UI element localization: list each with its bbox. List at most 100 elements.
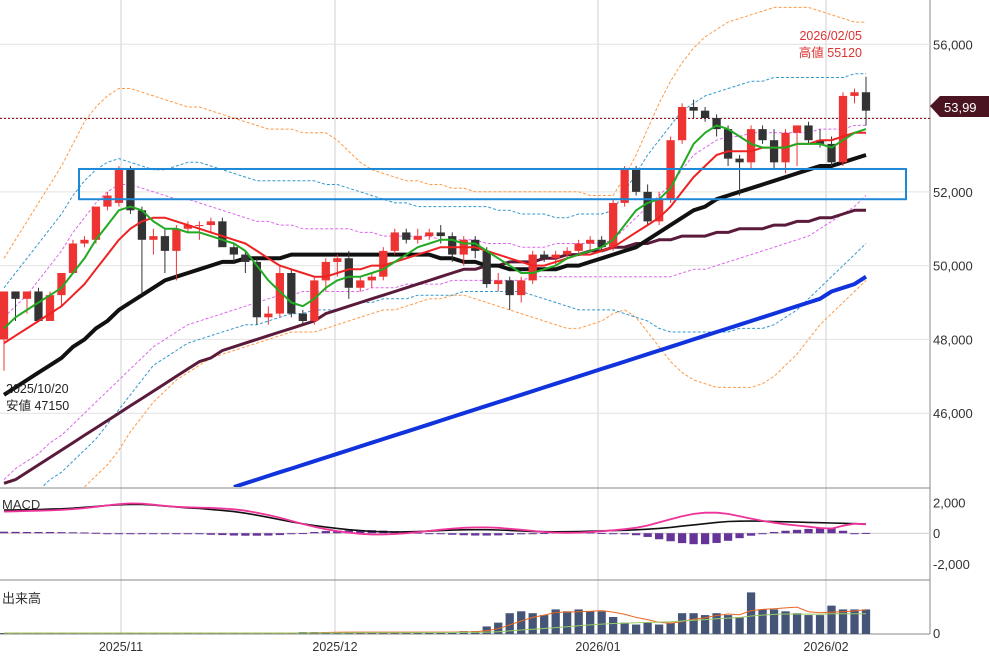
macd-histogram-bar [298, 533, 307, 535]
volume-bar [448, 632, 457, 634]
candle [379, 250, 388, 277]
candle [758, 129, 767, 141]
macd-histogram-bar [654, 533, 664, 540]
ma-longer-line [3, 208, 866, 485]
macd-histogram-bar [91, 532, 101, 534]
volume-bar [804, 615, 813, 634]
macd-histogram-bar [287, 533, 296, 535]
volume-bar [563, 611, 572, 634]
candle [321, 261, 330, 281]
macd-histogram-bar [425, 533, 434, 535]
candle [425, 232, 434, 237]
macd-histogram-bar [34, 531, 43, 534]
volume-bar [735, 616, 744, 634]
candle [68, 243, 78, 274]
band1-lower-line [3, 195, 867, 480]
macd-histogram-bar [436, 533, 445, 535]
candle [528, 254, 537, 281]
macd-histogram-bar [126, 533, 135, 535]
current-price-tag [930, 96, 989, 117]
low-date-annotation: 2025/10/20 [6, 382, 69, 396]
volume-panel [0, 592, 871, 634]
volume-bar [815, 615, 825, 634]
candle [609, 202, 618, 248]
macd-histogram-bar [137, 533, 147, 535]
volume-bar [609, 616, 618, 634]
axes: 46,000 48,000 50,000 52,000 56,000 2025/11 202… [99, 37, 973, 654]
candle [563, 250, 572, 255]
volume-bar [792, 613, 802, 634]
candle [241, 254, 250, 262]
macd-histogram-bar [275, 533, 284, 536]
candle [91, 206, 101, 240]
y-tick-label: 56,000 [933, 37, 973, 52]
macd-histogram-bar [471, 533, 480, 536]
candle [413, 236, 422, 240]
candle [436, 232, 445, 237]
candle [700, 110, 710, 119]
macd-histogram-bar [666, 533, 675, 542]
macd-histogram-bar [620, 533, 629, 535]
low-value-annotation: 安値 47150 [6, 398, 69, 413]
macd-histogram-bar [448, 533, 457, 535]
macd-histogram-bar [517, 533, 526, 535]
volume-bar [827, 605, 836, 634]
x-tick-label: 2026/01 [575, 640, 620, 654]
macd-histogram-bar [0, 531, 9, 534]
macd-histogram-bar [252, 533, 261, 536]
macd-histogram-bar [264, 533, 273, 536]
volume-bar [769, 609, 779, 634]
ma-longest-line [233, 275, 868, 487]
highlight-zone [78, 167, 907, 201]
macd-histogram-bar [22, 531, 32, 534]
candle [448, 236, 457, 255]
candle [126, 169, 135, 211]
candle [310, 280, 319, 321]
volume-bar [551, 609, 560, 634]
macd-histogram-bar [838, 530, 848, 534]
candle [517, 280, 526, 296]
macd-histogram-bar [482, 533, 491, 536]
band3-upper-line [3, 6, 866, 259]
macd-histogram-bar [356, 529, 365, 534]
candle [723, 129, 733, 159]
candle [195, 225, 204, 227]
candle [677, 106, 687, 141]
macd-histogram-bar [321, 531, 330, 534]
candle [482, 250, 491, 285]
candle [57, 273, 66, 296]
macd-histogram-bar [413, 532, 422, 534]
macd-line [3, 503, 867, 533]
macd-histogram-bar [689, 533, 698, 545]
band2-lower-line [41, 243, 867, 487]
macd-histogram-bar [769, 531, 779, 534]
volume-bar [850, 609, 859, 634]
candle [183, 225, 193, 229]
candle [149, 236, 158, 240]
macd-histogram-bar [68, 532, 78, 534]
y-tick-label: 46,000 [933, 406, 973, 421]
macd-histogram-bar [781, 530, 790, 534]
candle [827, 143, 836, 163]
macd-histogram-bar [758, 533, 767, 535]
volume-bar [723, 615, 733, 634]
macd-histogram-bar [149, 533, 158, 535]
candle [689, 106, 698, 111]
macd-histogram-bar [45, 531, 55, 534]
candle [804, 125, 813, 141]
macd-histogram-bar [735, 533, 744, 539]
candle [402, 232, 411, 240]
candle [792, 125, 802, 133]
macd-histogram-bar [57, 532, 66, 534]
candle [471, 239, 480, 251]
volume-bar [631, 624, 641, 634]
volume-y-tick-label: 0 [933, 626, 940, 641]
candle [298, 313, 307, 321]
macd-histogram-bar [183, 533, 193, 535]
macd-signal-line [3, 502, 867, 536]
macd-histogram-bar [80, 532, 89, 534]
current-price-label: 53,99 [944, 100, 977, 115]
candle [22, 291, 32, 299]
candle [114, 169, 124, 203]
